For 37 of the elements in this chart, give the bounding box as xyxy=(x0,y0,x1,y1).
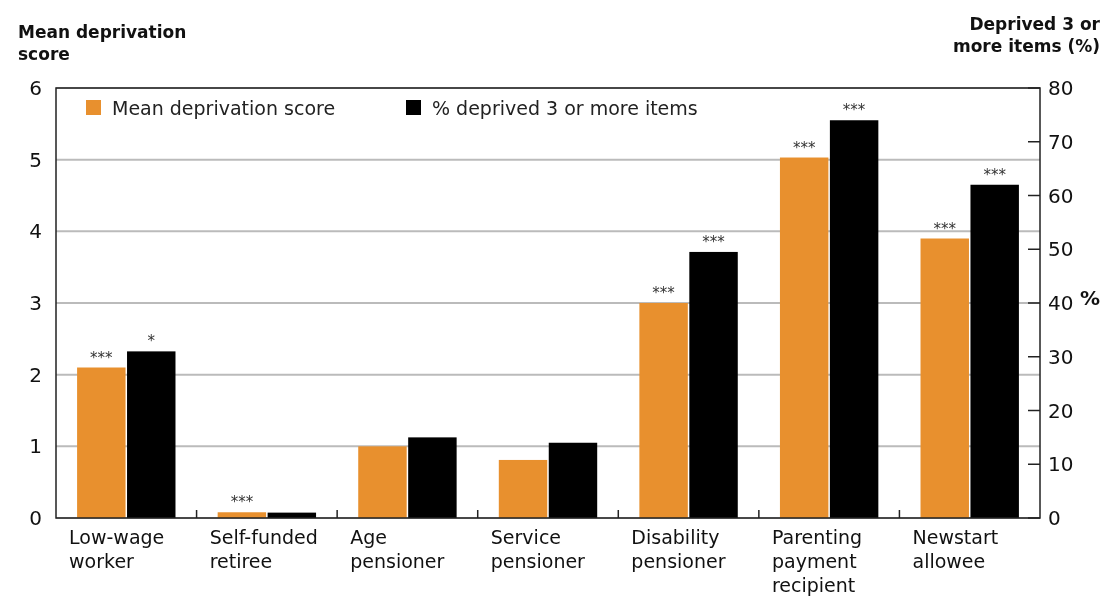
x-tick-label: Parenting payment recipient xyxy=(771,526,863,596)
y2-axis-title: Deprived 3 or more items (%) xyxy=(952,14,1101,56)
y-tick-label: 6 xyxy=(29,76,42,100)
y2-tick-label: 60 xyxy=(1048,183,1074,208)
y2-tick-label: 40 xyxy=(1048,291,1074,315)
y2-tick-label: 50 xyxy=(1048,237,1074,262)
y2-tick-label: 70 xyxy=(1048,129,1074,154)
y2-tick-label: 80 xyxy=(1048,76,1074,100)
data-label: *** xyxy=(230,493,254,512)
y-tick-label: 4 xyxy=(29,219,42,244)
y2-tick-label: 20 xyxy=(1048,398,1074,423)
y-tick-label: 5 xyxy=(29,147,42,172)
data-label: *** xyxy=(933,219,957,238)
data-label: *** xyxy=(792,138,816,157)
x-tick-label: Age pensioner xyxy=(350,526,445,572)
y-tick-label: 0 xyxy=(29,506,42,530)
x-tick-label: Low-wage worker xyxy=(69,526,165,572)
y-tick-label: 1 xyxy=(29,434,42,459)
x-tick-label: Newstart allowee xyxy=(912,526,999,572)
data-label: *** xyxy=(90,348,114,367)
legend-label: % deprived 3 or more items xyxy=(432,96,698,119)
y-tick-label: 2 xyxy=(29,362,42,387)
data-label: *** xyxy=(983,165,1007,184)
data-label: *** xyxy=(652,284,676,302)
x-tick-label: Self-funded retiree xyxy=(209,526,318,572)
data-label: *** xyxy=(842,101,866,120)
y-axis-title: Mean deprivation score xyxy=(18,22,187,64)
y2-tick-label: 30 xyxy=(1048,344,1074,369)
x-tick-label: Service pensioner xyxy=(490,526,586,572)
x-tick-label: Disability pensioner xyxy=(631,526,726,572)
y2-tick-label: 0 xyxy=(1048,506,1061,530)
y-tick-label: 3 xyxy=(29,291,42,315)
data-label: *** xyxy=(702,232,726,251)
y2-tick-label: 10 xyxy=(1048,452,1074,477)
data-label: * xyxy=(147,332,156,351)
legend-label: Mean deprivation score xyxy=(112,96,336,119)
text: % xyxy=(1080,286,1101,310)
